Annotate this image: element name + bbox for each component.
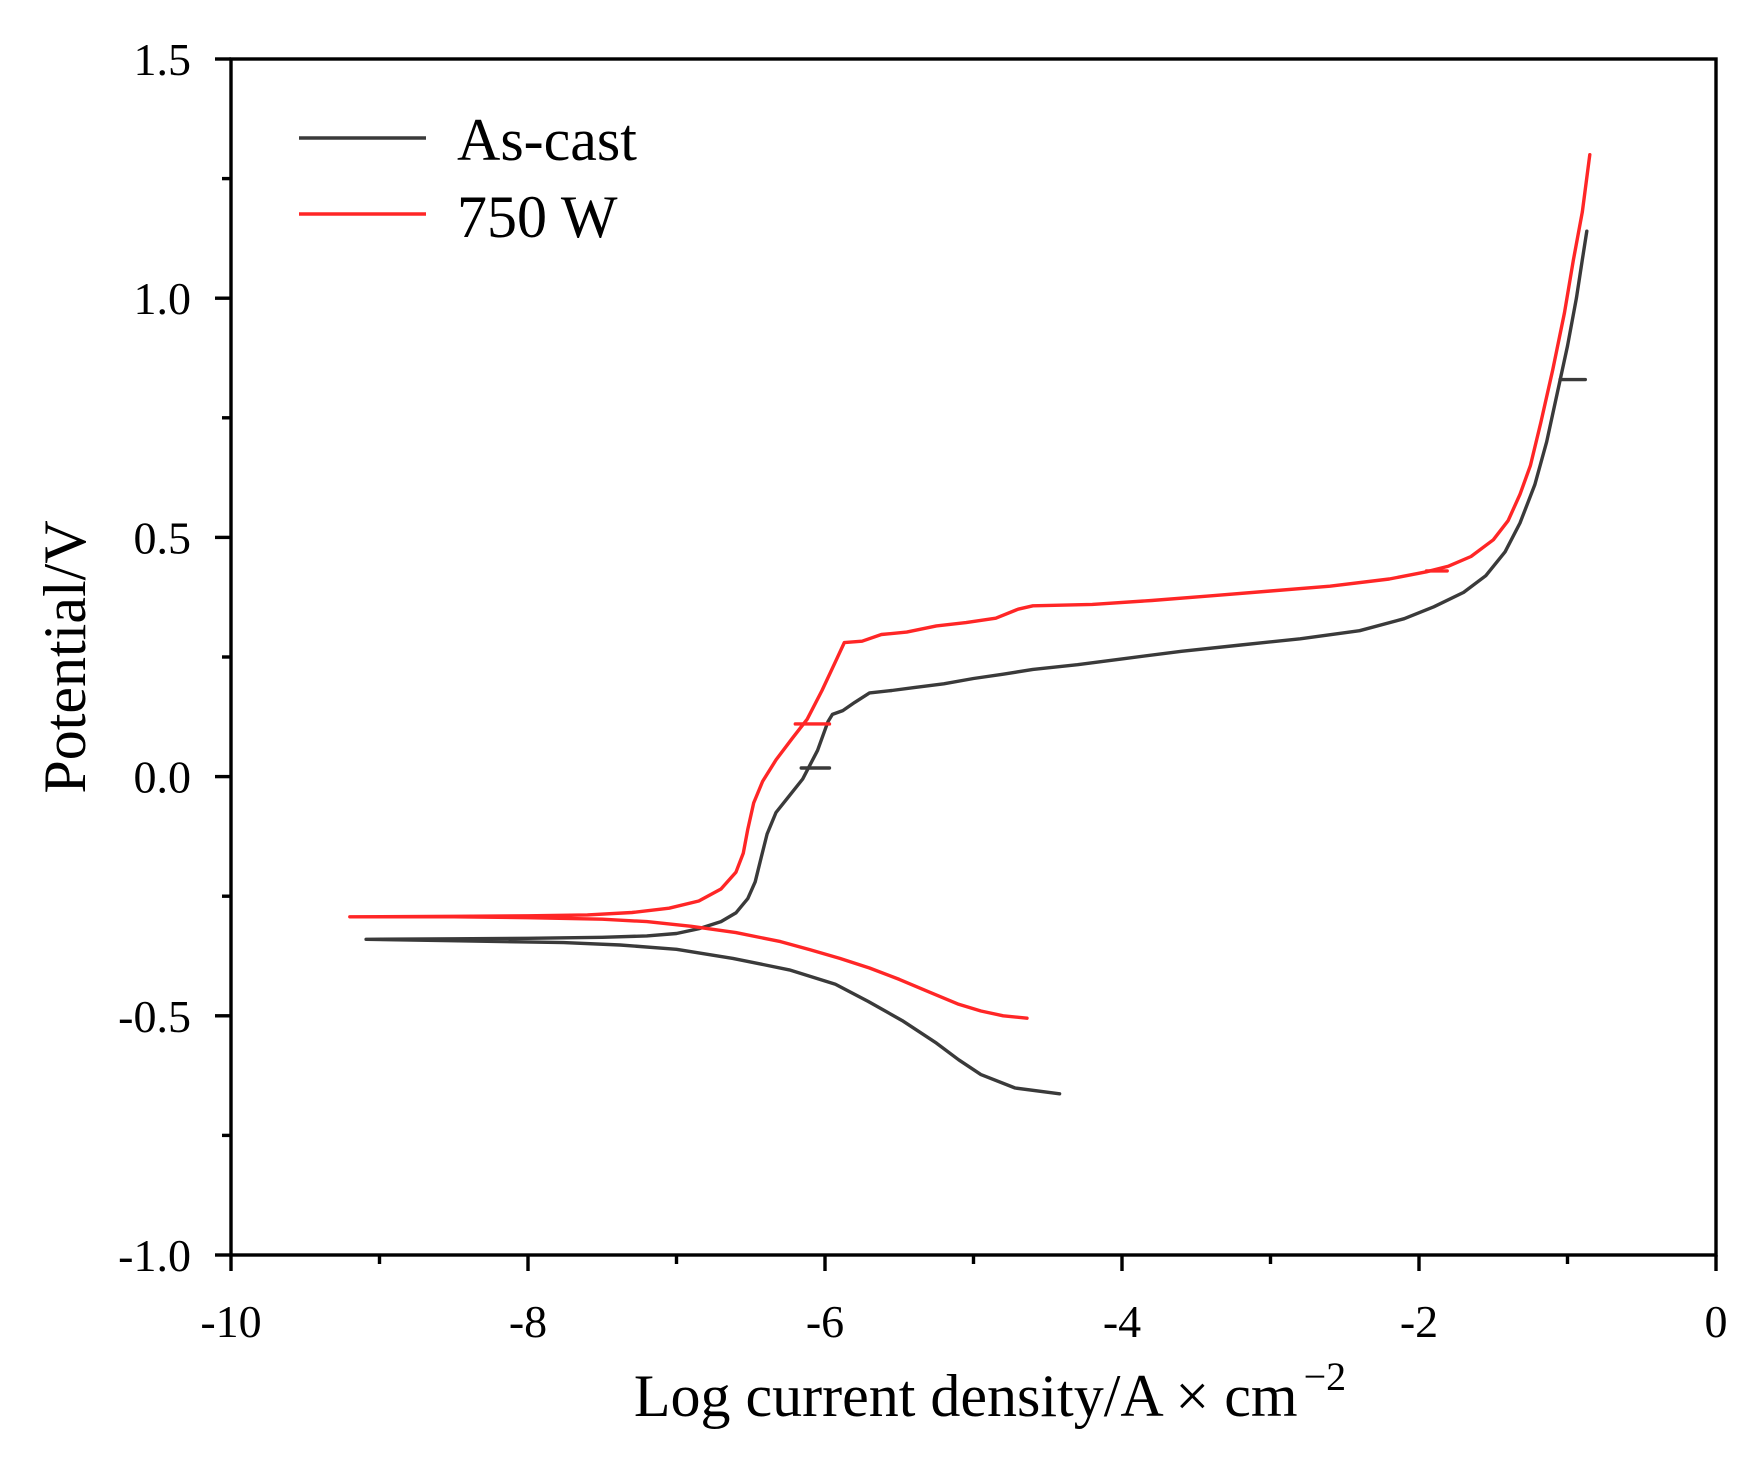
y-tick-label: -0.5 (118, 991, 191, 1042)
legend-label-as-cast: As-cast (457, 107, 637, 173)
x-axis-label-text: Log current density/A × cm (634, 1363, 1298, 1429)
x-axis-label-superscript: −2 (1304, 1354, 1347, 1399)
series-line-as-cast (364, 229, 1589, 1096)
y-tick-label: 1.5 (134, 34, 192, 85)
y-tick-label: 1.0 (134, 273, 192, 324)
series-layer (348, 153, 1592, 1096)
x-tick-label: -6 (806, 1296, 844, 1347)
y-axis-label: Potential/V (32, 520, 98, 793)
x-tick-label: -10 (200, 1296, 261, 1347)
y-tick-label: -1.0 (118, 1230, 191, 1281)
x-tick-label: -4 (1103, 1296, 1141, 1347)
x-tick-label: 0 (1705, 1296, 1728, 1347)
legend-label-750-w: 750 W (457, 184, 618, 250)
x-tick-label: -2 (1400, 1296, 1438, 1347)
legend: As-cast 750 W (299, 107, 637, 250)
axis-ticks (215, 57, 1718, 1271)
x-tick-label: -8 (509, 1296, 547, 1347)
plot-frame (229, 57, 1718, 1257)
y-tick-label: 0.0 (134, 752, 192, 803)
series-line-750-w (348, 153, 1592, 1020)
axis-tick-labels: -10 -8 -6 -4 -2 0 1.5 1.0 0.5 0.0 -0.5 -1.0 (118, 34, 1727, 1347)
y-tick-label: 0.5 (134, 512, 192, 563)
x-axis-label: Log current density/A × cm −2 (634, 1354, 1346, 1429)
